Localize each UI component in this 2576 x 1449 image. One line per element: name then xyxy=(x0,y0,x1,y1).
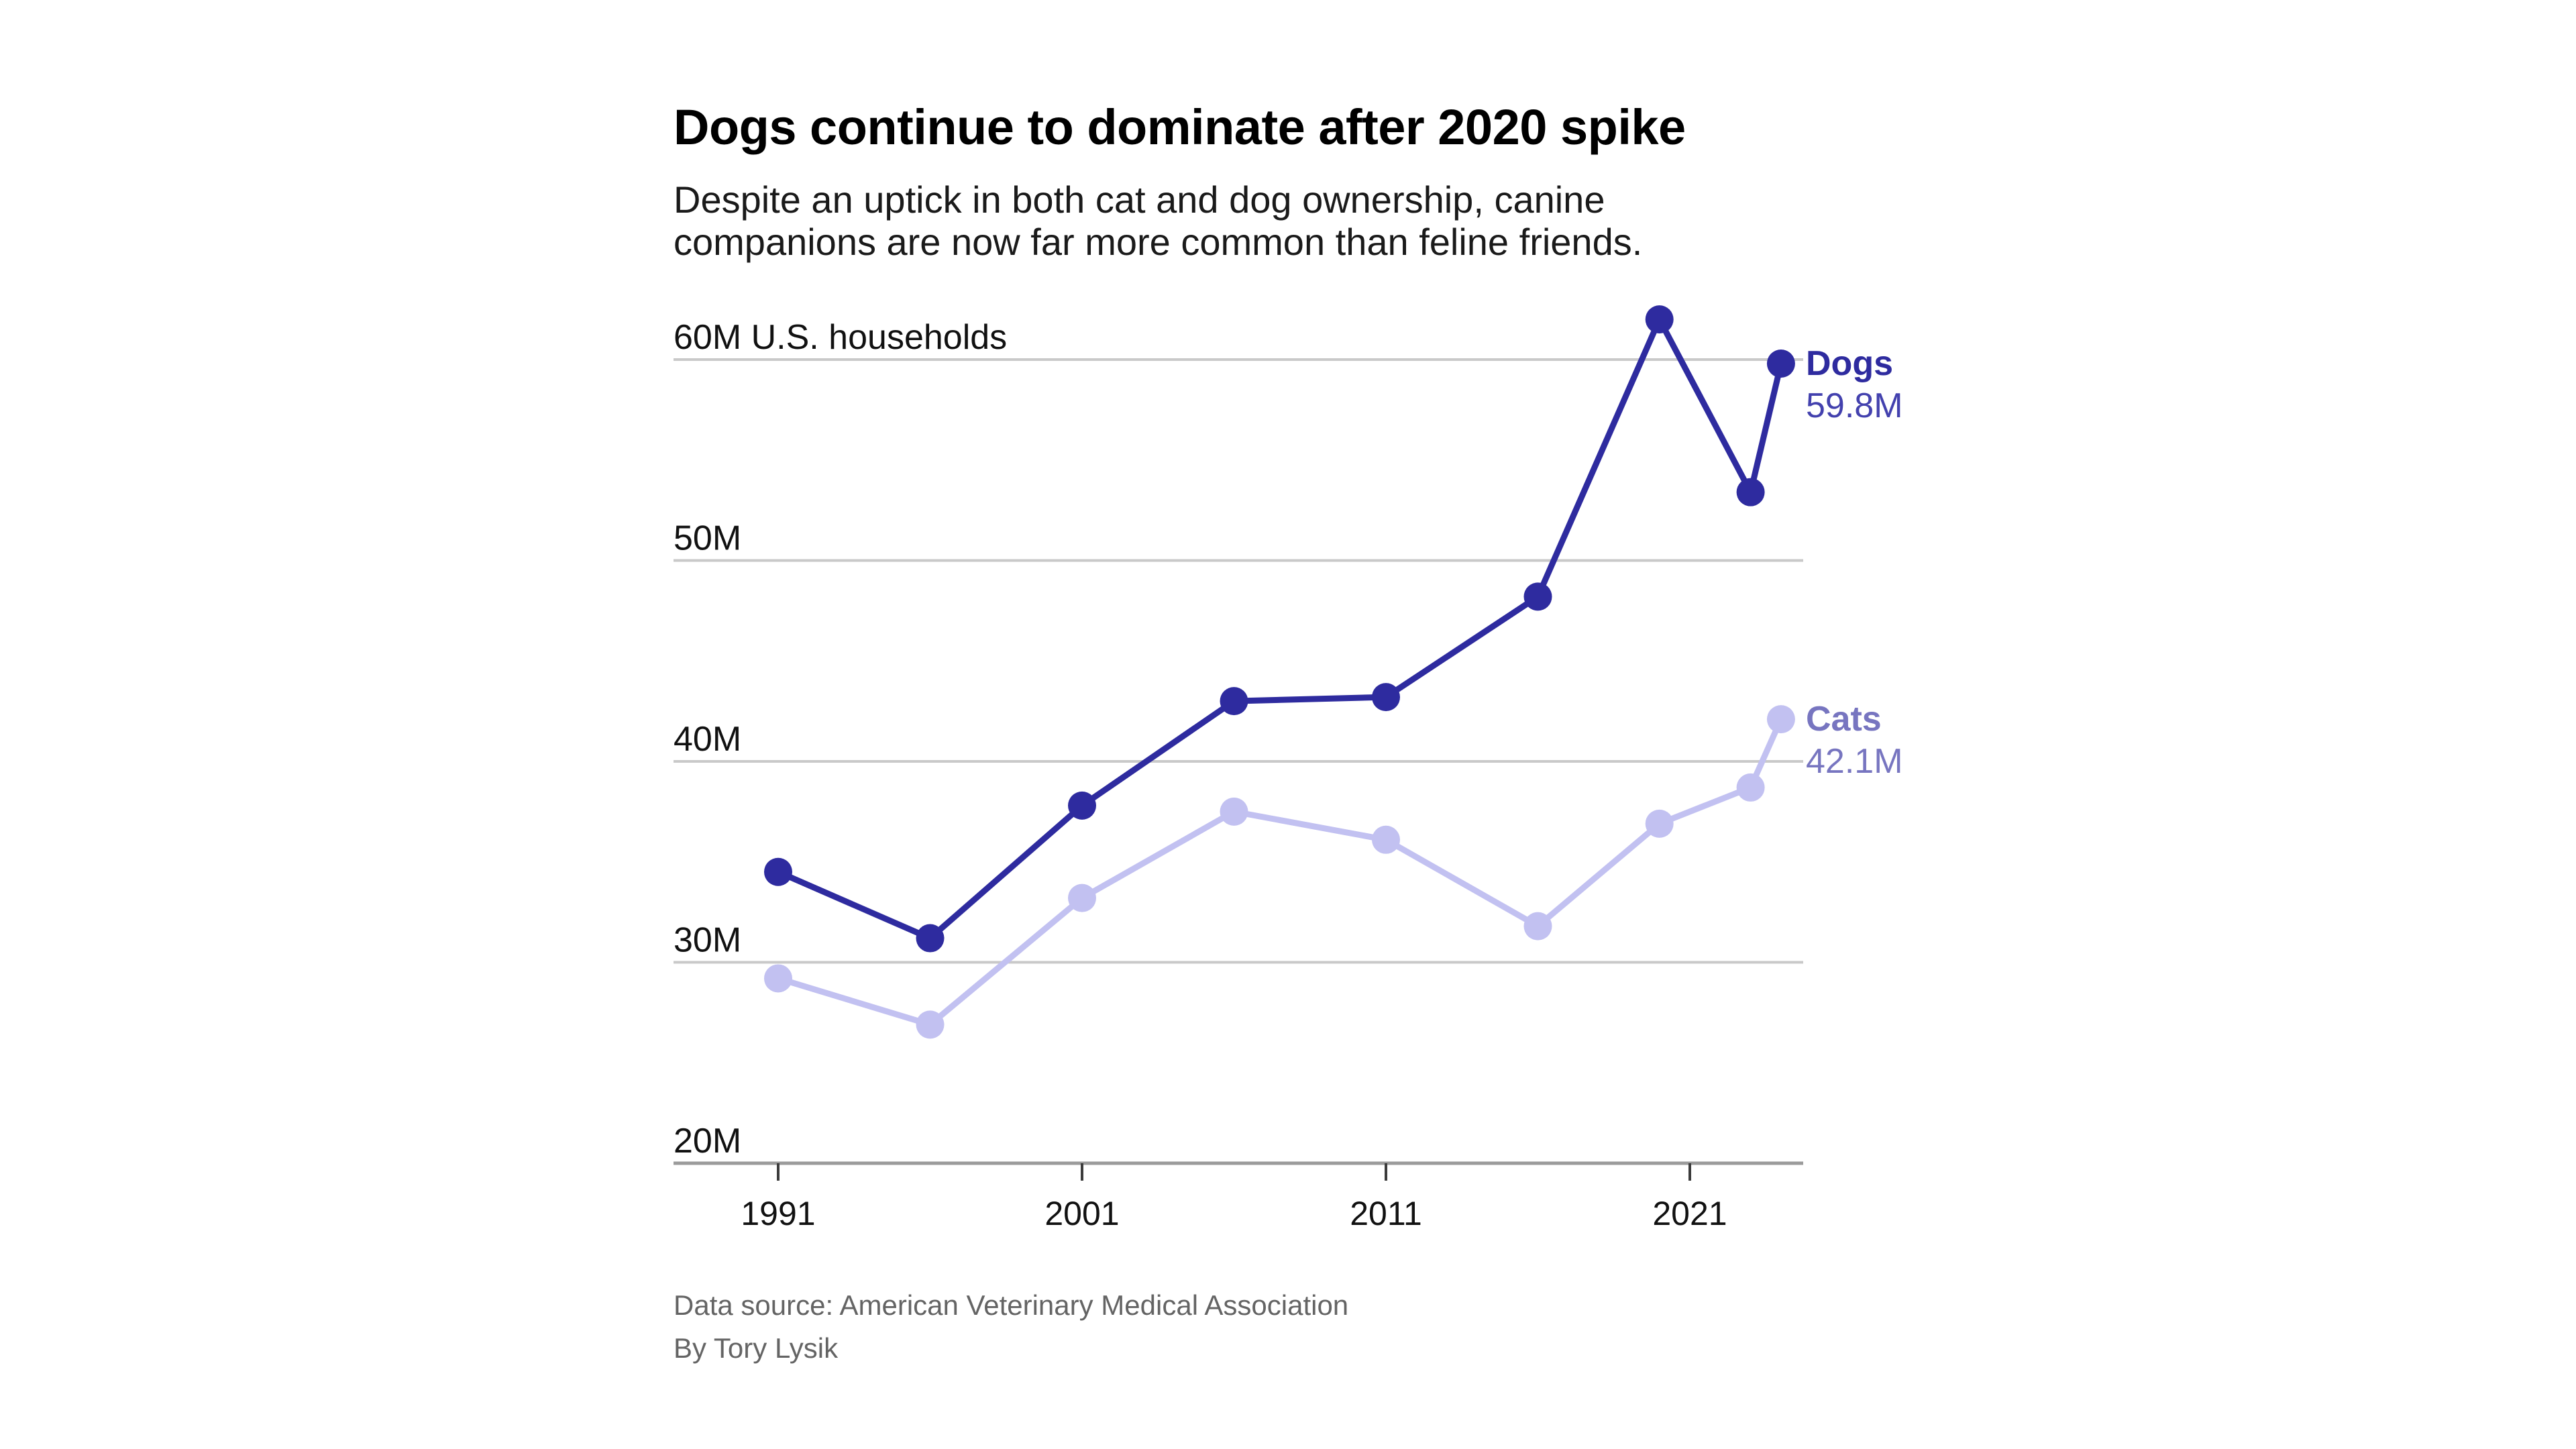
data-point-dogs-1991 xyxy=(764,857,792,886)
chart-footer: Data source: American Veterinary Medical… xyxy=(674,1284,1348,1370)
series-value-dogs: 59.8M xyxy=(1806,386,1903,425)
data-point-cats-2024 xyxy=(1766,705,1795,734)
data-point-cats-2006 xyxy=(1220,797,1248,826)
data-point-dogs-2011 xyxy=(1372,683,1400,712)
data-point-cats-2001 xyxy=(1068,883,1096,912)
x-tick-label-2001: 2001 xyxy=(1044,1195,1119,1232)
series-value-cats: 42.1M xyxy=(1806,742,1903,781)
data-source-note: Data source: American Veterinary Medical… xyxy=(674,1289,1349,1321)
x-tick-label-2011: 2011 xyxy=(1350,1195,1422,1232)
data-point-cats-2016 xyxy=(1523,912,1552,941)
series-label-cats: Cats xyxy=(1806,700,1882,739)
x-tick-label-2021: 2021 xyxy=(1652,1195,1727,1232)
y-tick-label-50: 50M xyxy=(674,519,741,558)
byline: By Tory Lysik xyxy=(674,1332,839,1364)
chart-title: Dogs continue to dominate after 2020 spi… xyxy=(674,99,1686,155)
series-line-cats xyxy=(775,716,1784,1028)
data-point-dogs-2023 xyxy=(1736,478,1765,506)
y-tick-label-60: 60M U.S. households xyxy=(674,318,1007,357)
y-tick-label-20: 20M xyxy=(674,1122,741,1161)
data-point-cats-2023 xyxy=(1736,773,1765,802)
x-tick-label-1991: 1991 xyxy=(741,1195,815,1232)
y-tick-label-40: 40M xyxy=(674,720,741,759)
data-point-dogs-2016 xyxy=(1523,582,1552,611)
data-point-dogs-2020 xyxy=(1645,305,1674,334)
data-point-dogs-2024 xyxy=(1766,349,1795,378)
series-label-dogs: Dogs xyxy=(1806,344,1893,383)
data-point-dogs-2006 xyxy=(1220,687,1248,716)
chart-subtitle: Despite an uptick in both cat and dog ow… xyxy=(674,178,1643,263)
data-point-cats-2011 xyxy=(1372,825,1400,854)
data-point-dogs-1996 xyxy=(916,924,945,953)
data-point-cats-2020 xyxy=(1645,809,1674,838)
data-point-dogs-2001 xyxy=(1068,791,1096,820)
data-point-cats-1996 xyxy=(916,1010,945,1039)
y-tick-label-30: 30M xyxy=(674,921,741,960)
data-point-cats-1991 xyxy=(764,964,792,993)
